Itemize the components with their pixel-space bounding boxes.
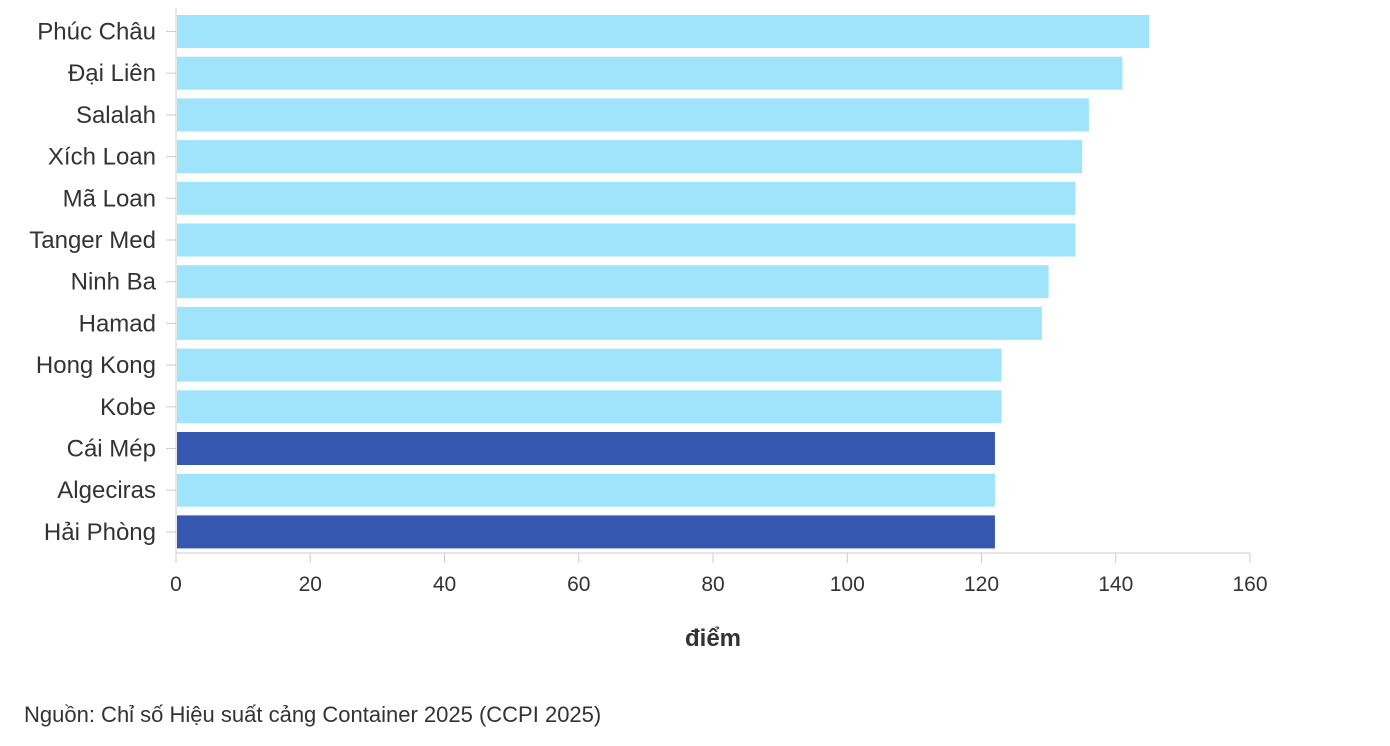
category-label-salalah: Salalah	[76, 102, 156, 129]
bar-phuc-chau	[177, 15, 1150, 48]
bar-xich-loan	[177, 140, 1083, 174]
category-labels: Phúc Châu Đại Liên Salalah Xích Loan Mã Loan…	[29, 19, 176, 546]
bar-algeciras	[177, 473, 995, 507]
bar-tanger-med	[177, 223, 1076, 257]
bar-chart: Phúc Châu Đại Liên Salalah Xích Loan Mã Loan…	[29, 8, 1268, 652]
x-tick-label-80: 80	[701, 573, 724, 596]
x-tick-label-160: 160	[1232, 573, 1267, 596]
category-label-algeciras: Algeciras	[57, 477, 156, 504]
category-label-hamad: Hamad	[79, 310, 156, 337]
x-tick-label-40: 40	[433, 573, 456, 596]
bars-group	[177, 15, 1150, 549]
x-tick-label-60: 60	[567, 573, 590, 596]
x-tick-label-20: 20	[299, 573, 322, 596]
x-axis-ticks: 0 20 40 60 80 100 120 140 160	[170, 553, 1268, 596]
category-label-xich-loan: Xích Loan	[48, 144, 156, 171]
category-label-tanger-med: Tanger Med	[29, 227, 156, 254]
bar-ninh-ba	[177, 265, 1049, 299]
category-label-phuc-chau: Phúc Châu	[37, 19, 156, 46]
category-label-kobe: Kobe	[100, 394, 156, 421]
bar-hamad	[177, 306, 1042, 340]
bar-hai-phong	[177, 515, 995, 549]
x-axis-title: điểm	[685, 625, 741, 652]
bar-hong-kong	[177, 348, 1002, 382]
x-tick-label-100: 100	[830, 573, 865, 596]
category-label-hai-phong: Hải Phòng	[44, 519, 156, 546]
category-label-ninh-ba: Ninh Ba	[71, 269, 157, 296]
bar-ma-loan	[177, 181, 1076, 215]
category-label-hong-kong: Hong Kong	[36, 352, 156, 379]
category-label-dai-lien: Đại Liên	[68, 60, 156, 87]
x-tick-label-140: 140	[1098, 573, 1133, 596]
category-label-cai-mep: Cái Mép	[67, 436, 156, 463]
bar-cai-mep	[177, 432, 995, 465]
bar-kobe	[177, 390, 1002, 424]
x-tick-label-120: 120	[964, 573, 999, 596]
category-label-ma-loan: Mã Loan	[63, 185, 156, 212]
bar-salalah	[177, 98, 1089, 132]
x-tick-label-0: 0	[170, 573, 182, 596]
bar-dai-lien	[177, 56, 1123, 90]
source-note: Nguồn: Chỉ số Hiệu suất cảng Container 2…	[24, 702, 602, 727]
